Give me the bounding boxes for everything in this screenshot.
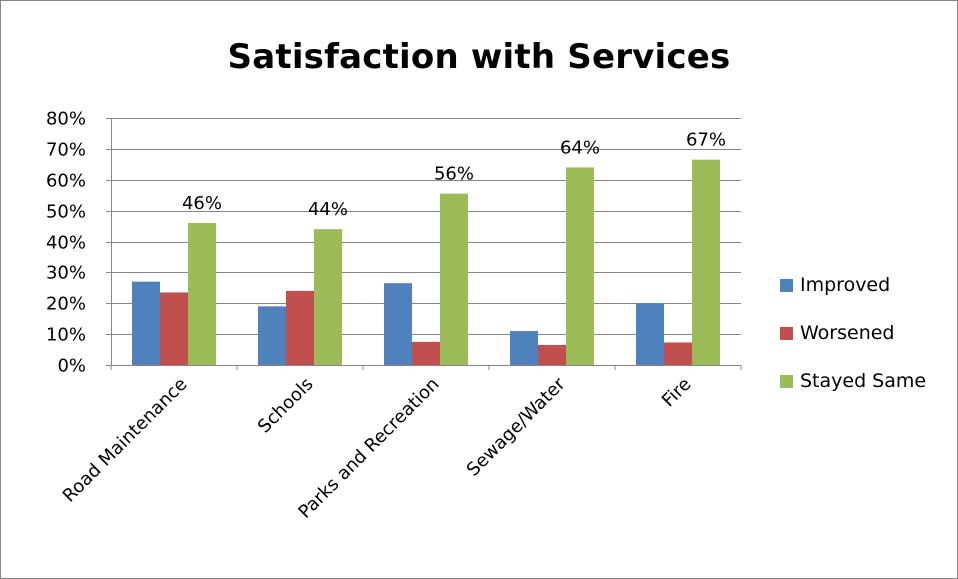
category-label: Fire — [658, 374, 696, 412]
y-tick-label: 60% — [46, 171, 86, 192]
y-tick-label: 0% — [57, 356, 86, 377]
y-tick-label: 10% — [46, 325, 86, 346]
data-label: 67% — [686, 130, 726, 151]
data-label: 46% — [182, 193, 222, 214]
y-tick-label: 80% — [46, 109, 86, 130]
category-label: Road Maintenance — [59, 374, 192, 507]
bar-stayed-same — [440, 193, 468, 365]
category-label: Parks and Recreation — [294, 374, 443, 523]
bar-improved — [132, 281, 160, 365]
bar-improved — [384, 283, 412, 365]
data-label: 44% — [308, 199, 348, 220]
bar-stayed-same — [188, 222, 216, 365]
bar-stayed-same — [566, 167, 594, 365]
y-tick-label: 70% — [46, 140, 86, 161]
chart-legend: Improved Worsened Stayed Same — [780, 273, 926, 417]
legend-label: Worsened — [800, 322, 895, 344]
legend-item: Improved — [780, 273, 926, 297]
chart-title: Satisfaction with Services — [227, 37, 731, 77]
bar-worsened — [412, 341, 440, 365]
legend-label: Improved — [800, 274, 891, 296]
bar-improved — [636, 303, 664, 365]
bar-stayed-same — [314, 229, 342, 365]
legend-item: Stayed Same — [780, 369, 926, 393]
legend-swatch — [780, 326, 793, 340]
legend-swatch — [780, 278, 793, 292]
data-label: 64% — [560, 137, 600, 158]
category-label: Sewage/Water — [463, 373, 570, 480]
bar-improved — [258, 306, 286, 365]
bar-worsened — [286, 290, 314, 365]
bar-improved — [510, 331, 538, 365]
y-tick-label: 20% — [46, 294, 86, 315]
bar-stayed-same — [692, 159, 720, 365]
bar-worsened — [538, 344, 566, 365]
bar-worsened — [160, 292, 188, 365]
y-tick-label: 50% — [46, 202, 86, 223]
legend-label: Stayed Same — [800, 370, 927, 392]
data-label: 56% — [434, 164, 474, 185]
legend-swatch — [780, 374, 793, 388]
y-tick-label: 40% — [46, 233, 86, 254]
y-tick-label: 30% — [46, 263, 86, 284]
legend-item: Worsened — [780, 321, 926, 345]
bar-worsened — [664, 342, 692, 365]
category-label: Schools — [254, 374, 318, 438]
